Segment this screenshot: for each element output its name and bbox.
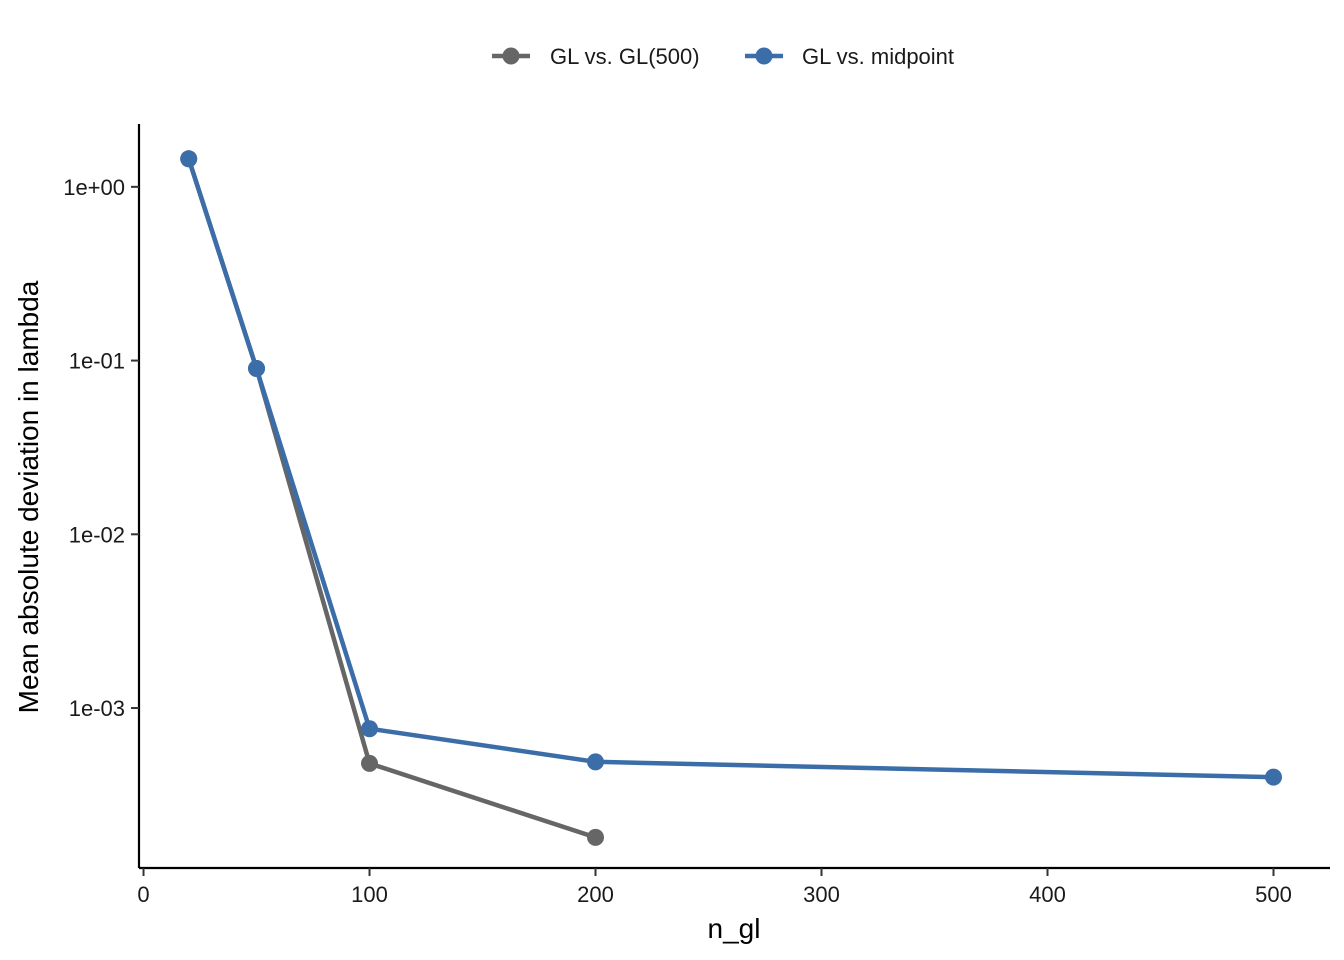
- data-point: [1265, 768, 1283, 786]
- legend-label: GL vs. GL(500): [550, 44, 700, 69]
- x-tick-label: 300: [803, 882, 840, 907]
- x-tick-label: 0: [137, 882, 149, 907]
- y-axis-title: Mean absolute deviation in lambda: [13, 280, 44, 713]
- data-point: [587, 753, 605, 771]
- data-point: [587, 828, 605, 846]
- x-tick-label: 200: [577, 882, 614, 907]
- legend-item: GL vs. GL(500): [492, 44, 700, 69]
- y-ticks: 1e+00 1e-01 1e-02 1e-03: [63, 175, 139, 721]
- series-2: [180, 150, 1283, 786]
- data-point: [180, 150, 198, 168]
- x-ticks: 0 100 200 300 400 500: [137, 868, 1292, 907]
- legend-key-marker: [755, 47, 773, 65]
- x-tick-label: 100: [351, 882, 388, 907]
- legend-key-marker: [502, 47, 520, 65]
- data-point: [361, 754, 379, 772]
- x-axis-title: n_gl: [708, 913, 761, 944]
- x-tick-label: 500: [1255, 882, 1292, 907]
- series-layer: [180, 150, 1283, 846]
- data-point: [248, 360, 266, 378]
- legend: GL vs. GL(500) GL vs. midpoint: [492, 44, 954, 69]
- x-tick-label: 400: [1029, 882, 1066, 907]
- y-tick-label: 1e+00: [63, 175, 125, 200]
- y-tick-label: 1e-01: [69, 349, 125, 374]
- y-tick-label: 1e-02: [69, 522, 125, 547]
- data-point: [361, 720, 379, 738]
- series-line: [186, 158, 1274, 780]
- y-tick-label: 1e-03: [69, 696, 125, 721]
- series-line: [186, 158, 597, 840]
- legend-item: GL vs. midpoint: [745, 44, 954, 69]
- legend-label: GL vs. midpoint: [802, 44, 954, 69]
- series-1: [180, 150, 605, 846]
